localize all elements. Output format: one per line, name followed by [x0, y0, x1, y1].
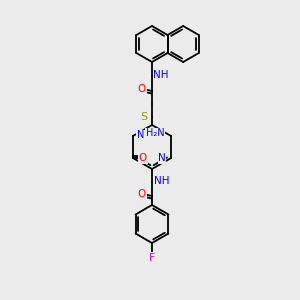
Text: NH: NH [153, 70, 169, 80]
Text: O: O [139, 153, 147, 163]
Text: N: N [158, 153, 166, 163]
Text: O: O [138, 84, 146, 94]
Text: S: S [140, 112, 148, 122]
Text: NH: NH [154, 176, 170, 186]
Text: H₂N: H₂N [146, 128, 164, 138]
Text: O: O [138, 189, 146, 199]
Text: NH: NH [136, 130, 151, 140]
Text: F: F [149, 253, 155, 263]
